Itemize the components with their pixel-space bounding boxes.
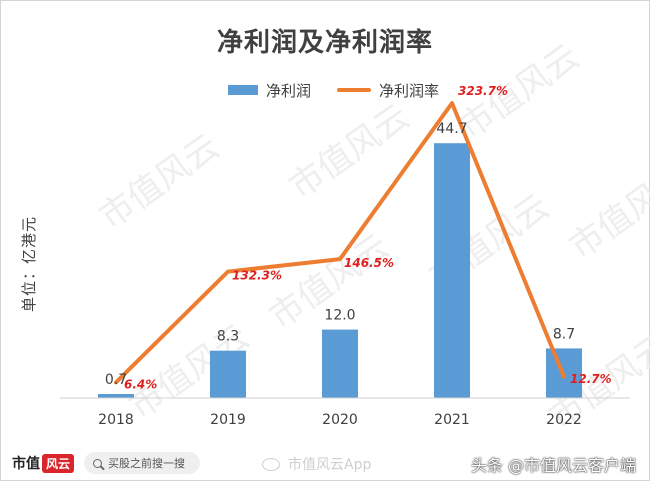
rate-line-series bbox=[114, 101, 566, 385]
watermark-text: 市值风云 bbox=[282, 97, 416, 208]
rate-value-label: 323.7% bbox=[458, 84, 508, 98]
search-text: 买股之前搜一搜 bbox=[108, 457, 185, 470]
bar-2018 bbox=[98, 394, 134, 398]
chart-title: 净利润及净利润率 bbox=[216, 28, 433, 58]
legend-bar-swatch bbox=[228, 85, 258, 95]
legend-margin-label: 净利润率 bbox=[379, 81, 440, 100]
bar-value-label: 8.7 bbox=[553, 326, 575, 342]
x-tick-2020: 2020 bbox=[322, 412, 358, 428]
bar-value-label: 8.3 bbox=[217, 329, 239, 345]
rate-value-label: 12.7% bbox=[570, 372, 612, 386]
footer-bar: 市值 风云 买股之前搜一搜 市值风云App 头条 @市值风云客户端 bbox=[0, 446, 650, 481]
brand-text: 市值 bbox=[12, 456, 40, 472]
bar-value-label: 0.7 bbox=[105, 372, 127, 388]
x-tick-2019: 2019 bbox=[210, 412, 246, 428]
rate-value-label: 132.3% bbox=[232, 269, 282, 283]
bar-value-label: 12.0 bbox=[324, 308, 355, 324]
data-labels: 0.7 8.3 12.0 44.7 8.7 6.4% 132.3% 146.5% 323.7% 1… bbox=[105, 84, 612, 391]
weibo-watermark: 市值风云App bbox=[262, 454, 371, 474]
weibo-icon bbox=[262, 457, 280, 471]
y-axis-unit-label: 单位：亿港元 bbox=[20, 215, 38, 312]
legend-line-swatch bbox=[337, 88, 372, 92]
search-icon bbox=[93, 458, 102, 468]
legend-item-margin: 净利润率 bbox=[337, 80, 439, 101]
brand-logo: 市值 风云 bbox=[12, 452, 75, 474]
watermark-text: 市值风云 bbox=[562, 157, 650, 268]
bar-2019 bbox=[210, 350, 246, 398]
x-tick-labels: 2018 2019 2020 2021 2022 bbox=[98, 412, 582, 428]
bar-2020 bbox=[322, 329, 358, 398]
brand-mark: 风云 bbox=[42, 453, 75, 473]
rate-value-label: 146.5% bbox=[344, 256, 394, 270]
bar-series bbox=[98, 143, 582, 398]
bar-value-label: 44.7 bbox=[436, 121, 467, 137]
legend-profit-label: 净利润 bbox=[266, 81, 312, 100]
x-tick-2018: 2018 bbox=[98, 412, 134, 428]
source-credit: 头条 @市值风云客户端 bbox=[470, 456, 636, 475]
bar-2021 bbox=[434, 143, 470, 398]
rate-value-label: 6.4% bbox=[124, 377, 157, 391]
watermark-text: 市值风云 bbox=[92, 127, 226, 238]
x-tick-2022: 2022 bbox=[546, 412, 582, 428]
weibo-text: 市值风云App bbox=[288, 457, 372, 473]
legend-item-profit: 净利润 bbox=[228, 80, 311, 101]
x-tick-2021: 2021 bbox=[434, 412, 470, 428]
legend: 净利润 净利润率 bbox=[228, 78, 465, 102]
search-box[interactable]: 买股之前搜一搜 bbox=[84, 452, 200, 474]
